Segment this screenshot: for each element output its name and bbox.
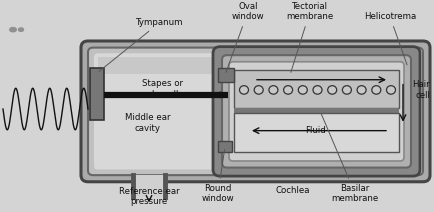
Bar	[217, 68, 233, 82]
Bar	[90, 68, 104, 120]
Text: Cochlea: Cochlea	[275, 187, 309, 195]
Circle shape	[342, 86, 351, 94]
Circle shape	[356, 86, 365, 94]
Text: Tectorial
membrane: Tectorial membrane	[286, 2, 333, 72]
Circle shape	[386, 86, 395, 94]
Text: Helicotrema: Helicotrema	[363, 12, 415, 65]
FancyBboxPatch shape	[221, 55, 410, 168]
Text: Tympanum: Tympanum	[99, 18, 183, 71]
Bar	[217, 141, 231, 152]
Text: Basilar
membrane: Basilar membrane	[320, 113, 378, 203]
Ellipse shape	[9, 27, 17, 32]
Text: Stapes or
columella: Stapes or columella	[142, 80, 184, 99]
Bar	[98, 57, 412, 74]
FancyBboxPatch shape	[94, 53, 416, 169]
Text: Fluid: Fluid	[305, 126, 326, 135]
Circle shape	[312, 86, 321, 94]
FancyBboxPatch shape	[213, 47, 419, 176]
Bar	[233, 113, 398, 152]
Text: Round
window: Round window	[201, 149, 234, 203]
Circle shape	[327, 86, 336, 94]
Bar	[134, 175, 164, 197]
FancyBboxPatch shape	[228, 62, 403, 161]
Circle shape	[283, 86, 292, 94]
Bar	[233, 70, 398, 108]
Circle shape	[298, 86, 306, 94]
Circle shape	[371, 86, 380, 94]
FancyBboxPatch shape	[88, 48, 422, 175]
Text: Oval
window: Oval window	[225, 2, 264, 72]
Text: Reference ear
pressure: Reference ear pressure	[118, 187, 179, 206]
FancyBboxPatch shape	[81, 41, 429, 182]
Ellipse shape	[18, 27, 24, 32]
Circle shape	[239, 86, 248, 94]
Text: Hair
cell: Hair cell	[411, 80, 429, 100]
Text: Middle ear
cavity: Middle ear cavity	[125, 113, 171, 133]
Circle shape	[268, 86, 277, 94]
Bar	[233, 108, 398, 113]
Circle shape	[253, 86, 263, 94]
